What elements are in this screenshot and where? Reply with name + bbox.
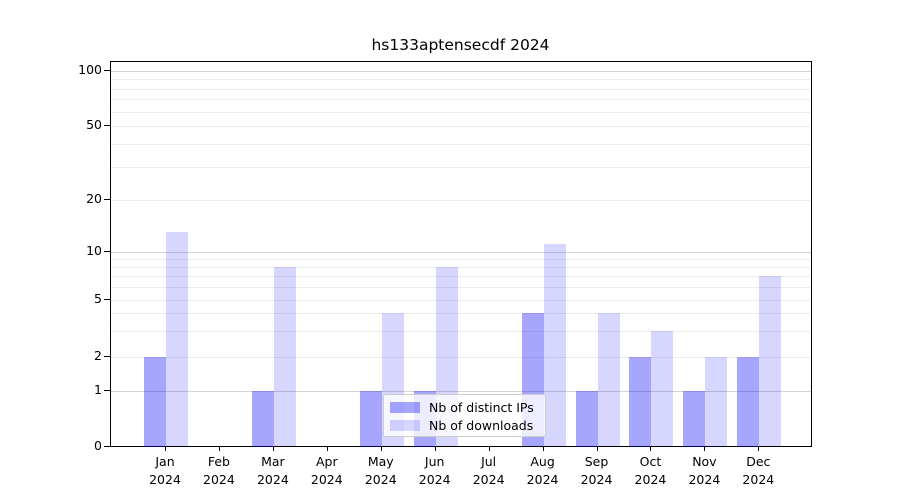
x-tick-mark-jun <box>434 446 436 451</box>
gridline-90 <box>111 79 811 81</box>
x-tick-label-mar: Mar 2024 <box>256 454 289 487</box>
y-tick-label-10: 10 <box>86 242 102 258</box>
y-tick-label-0: 0 <box>94 437 102 453</box>
gridline-50 <box>111 126 811 127</box>
gridline-1 <box>111 390 811 392</box>
gridline-9 <box>111 258 811 260</box>
x-tick-mark-dec <box>758 446 760 451</box>
bar-downloads-nov <box>705 356 728 447</box>
gridline-40 <box>111 143 811 145</box>
y-tick-mark-20 <box>104 198 110 200</box>
gridline-5 <box>111 299 811 301</box>
legend-item-distinct-ips: Nb of distinct IPs <box>390 399 539 416</box>
gridline-60 <box>111 111 811 113</box>
gridline-7 <box>111 276 811 278</box>
gridline-3 <box>111 331 811 333</box>
x-tick-label-aug: Aug 2024 <box>526 454 559 487</box>
plot-area <box>110 61 812 447</box>
y-tick-label-50: 50 <box>86 117 102 132</box>
gridline-6 <box>111 286 811 288</box>
x-tick-mark-jul <box>488 446 490 451</box>
y-tick-mark-50 <box>104 125 110 126</box>
y-tick-label-2: 2 <box>94 347 102 363</box>
gridline-30 <box>111 166 811 168</box>
bar-downloads-mar <box>273 266 296 447</box>
gridline-2 <box>111 356 811 358</box>
y-tick-mark-0 <box>104 445 110 447</box>
y-tick-label-1: 1 <box>94 381 102 397</box>
gridline-10 <box>111 251 811 253</box>
legend-label-downloads: Nb of downloads <box>429 418 534 433</box>
bar-distinct-ips-mar <box>251 390 274 447</box>
gridline-20 <box>111 199 811 201</box>
y-tick-mark-2 <box>104 355 110 357</box>
x-tick-mark-sep <box>596 446 598 451</box>
gridline-8 <box>111 266 811 268</box>
x-tick-mark-apr <box>326 446 328 451</box>
y-tick-mark-1 <box>104 389 110 391</box>
x-tick-mark-jan <box>165 446 166 451</box>
x-tick-label-may: May 2024 <box>364 454 397 487</box>
gridline-100 <box>111 71 811 72</box>
x-tick-label-jun: Jun 2024 <box>418 454 451 487</box>
bar-downloads-sep <box>597 313 620 447</box>
x-tick-label-jan: Jan 2024 <box>149 454 181 487</box>
x-tick-mark-feb <box>218 446 220 451</box>
legend-item-downloads: Nb of downloads <box>390 417 539 434</box>
x-tick-label-nov: Nov 2024 <box>688 454 721 487</box>
gridline-4 <box>111 313 811 315</box>
bar-distinct-ips-jan <box>144 356 166 447</box>
gridline-80 <box>111 88 811 90</box>
chart-title: hs133aptensecdf 2024 <box>371 36 550 54</box>
x-tick-mark-nov <box>704 446 706 451</box>
x-tick-label-apr: Apr 2024 <box>310 454 343 487</box>
x-tick-label-sep: Sep 2024 <box>580 454 613 487</box>
x-tick-mark-oct <box>650 446 652 451</box>
bar-downloads-jan <box>166 231 188 447</box>
y-tick-label-100: 100 <box>78 62 102 77</box>
bar-distinct-ips-nov <box>683 390 706 447</box>
bar-distinct-ips-may <box>359 390 382 447</box>
legend: Nb of distinct IPs Nb of downloads <box>383 394 546 437</box>
x-tick-mark-may <box>380 446 382 451</box>
legend-swatch-distinct-ips-icon <box>390 402 420 413</box>
bar-downloads-oct <box>651 331 674 447</box>
x-tick-label-oct: Oct 2024 <box>634 454 667 487</box>
bar-downloads-dec <box>759 276 782 447</box>
legend-label-distinct-ips: Nb of distinct IPs <box>429 400 534 415</box>
bar-distinct-ips-dec <box>737 356 760 447</box>
y-tick-mark-5 <box>104 298 110 300</box>
bar-distinct-ips-sep <box>575 390 598 447</box>
x-tick-label-feb: Feb 2024 <box>203 454 235 487</box>
x-tick-label-jul: Jul 2024 <box>472 454 505 487</box>
x-tick-mark-mar <box>272 446 274 451</box>
gridline-70 <box>111 99 811 101</box>
x-tick-mark-aug <box>542 446 544 451</box>
bar-distinct-ips-oct <box>629 356 652 447</box>
y-tick-mark-100 <box>104 70 110 71</box>
y-tick-label-20: 20 <box>86 190 102 206</box>
legend-swatch-downloads-icon <box>390 420 420 431</box>
bar-downloads-aug <box>543 244 566 447</box>
x-tick-label-dec: Dec 2024 <box>742 454 775 487</box>
y-tick-label-5: 5 <box>94 290 102 306</box>
y-tick-mark-10 <box>104 250 110 252</box>
